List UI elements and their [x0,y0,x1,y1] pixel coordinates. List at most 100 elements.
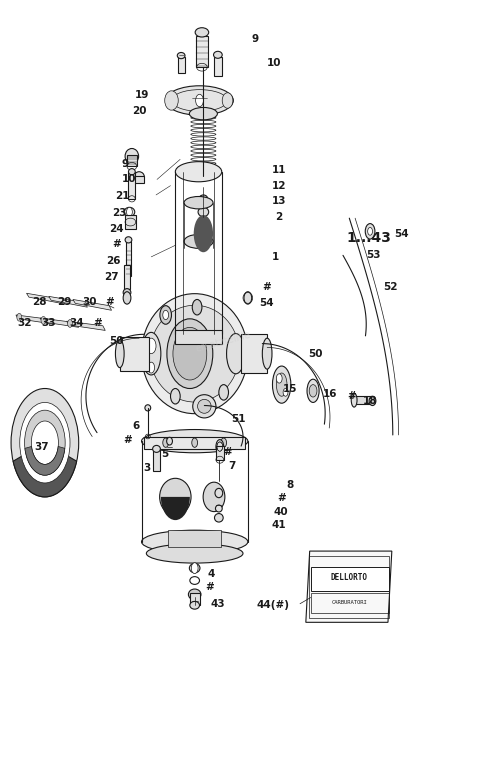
Ellipse shape [195,28,208,37]
Ellipse shape [190,601,200,609]
Bar [241,334,267,373]
Text: #: # [123,434,132,444]
Bar [178,57,185,72]
Circle shape [148,362,155,373]
Ellipse shape [159,479,191,515]
Circle shape [25,410,65,476]
Text: #: # [278,493,286,503]
Bar [124,265,130,289]
Circle shape [309,385,317,397]
Ellipse shape [167,437,173,445]
Ellipse shape [150,305,240,402]
Ellipse shape [193,395,216,418]
Text: 54: 54 [394,228,409,239]
Circle shape [191,563,198,573]
Circle shape [17,313,22,321]
Text: 7: 7 [229,461,236,471]
Text: 4: 4 [208,570,215,580]
Circle shape [146,338,156,354]
Text: 18: 18 [363,396,377,406]
Text: 9: 9 [252,34,259,44]
Ellipse shape [175,162,222,182]
Ellipse shape [141,530,248,553]
Wedge shape [161,497,190,520]
Bar [196,37,208,67]
Text: 32: 32 [17,318,32,328]
Polygon shape [67,321,105,330]
Bar [126,242,131,277]
Bar [120,336,149,371]
Text: #: # [223,447,232,457]
Circle shape [192,299,202,315]
Text: 52: 52 [383,282,398,292]
Ellipse shape [213,51,222,58]
Ellipse shape [189,589,201,600]
Text: DELLORTO: DELLORTO [331,573,368,582]
Circle shape [20,402,70,483]
Ellipse shape [190,107,217,120]
Ellipse shape [153,445,160,452]
Polygon shape [49,296,87,307]
Bar [354,396,372,404]
Polygon shape [306,551,392,622]
Bar [134,176,144,183]
Bar [309,556,389,618]
Text: 10: 10 [122,175,137,184]
Ellipse shape [214,514,223,522]
Wedge shape [13,456,77,497]
Text: 11: 11 [272,166,286,175]
Text: 20: 20 [132,106,146,117]
Circle shape [192,438,198,448]
Text: 44(#): 44(#) [257,601,290,610]
Bar [125,215,136,229]
Text: #: # [347,392,356,401]
Text: 19: 19 [134,90,149,100]
Text: 9: 9 [121,159,128,169]
Ellipse shape [145,405,151,411]
Polygon shape [16,315,54,324]
Text: 24: 24 [109,224,124,234]
Ellipse shape [199,195,208,203]
Ellipse shape [222,92,233,108]
Ellipse shape [190,563,200,573]
Circle shape [171,388,180,404]
Text: 5: 5 [161,449,168,459]
Circle shape [41,316,46,324]
Circle shape [163,438,169,448]
Text: 51: 51 [231,414,245,424]
Text: 37: 37 [34,442,49,452]
Circle shape [283,388,288,396]
Bar [153,449,160,471]
Ellipse shape [369,396,376,406]
Text: 54: 54 [259,298,274,308]
Text: 15: 15 [283,384,297,393]
Text: 6: 6 [132,420,139,430]
Circle shape [68,319,72,327]
Text: 53: 53 [366,250,381,260]
Circle shape [219,385,228,400]
Text: 1...43: 1...43 [346,231,391,245]
Ellipse shape [128,169,135,175]
Ellipse shape [116,340,124,368]
Text: 10: 10 [267,57,282,68]
Bar [311,593,389,613]
Bar [190,593,200,605]
Text: ersatzteillie: ersatzteillie [195,330,252,354]
Ellipse shape [124,207,135,217]
Bar [144,437,245,449]
Text: 2: 2 [276,211,283,221]
Circle shape [160,305,172,324]
Ellipse shape [198,207,208,217]
Text: 43: 43 [210,599,225,608]
Polygon shape [27,293,65,304]
Circle shape [126,207,132,217]
Text: 12: 12 [272,181,286,190]
Text: CARBURATORI: CARBURATORI [331,601,367,605]
Ellipse shape [184,197,213,209]
Circle shape [123,291,131,304]
Bar [128,172,135,199]
Ellipse shape [216,440,224,454]
Ellipse shape [123,288,131,296]
Circle shape [163,310,169,319]
Circle shape [244,291,252,304]
